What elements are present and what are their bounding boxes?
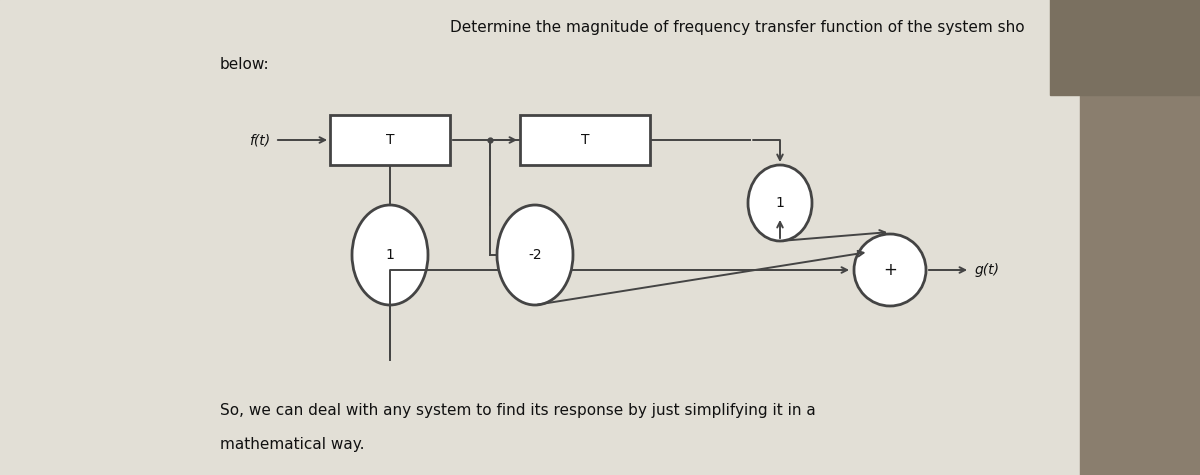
Bar [1080,0,1200,475]
Text: 1: 1 [385,248,395,262]
Text: So, we can deal with any system to find its response by just simplifying it in a: So, we can deal with any system to find … [220,403,816,418]
Ellipse shape [352,205,428,305]
Ellipse shape [854,234,926,306]
Bar [1050,0,1200,95]
Text: f(t): f(t) [248,133,270,147]
Bar [330,115,450,165]
Text: g(t): g(t) [974,263,1000,277]
Text: below:: below: [220,57,270,72]
Ellipse shape [748,165,812,241]
Ellipse shape [497,205,574,305]
Bar [520,115,650,165]
Text: T: T [581,133,589,147]
Text: +: + [883,261,896,279]
Text: -2: -2 [528,248,542,262]
Text: 1: 1 [775,196,785,210]
Text: Determine the magnitude of frequency transfer function of the system sho: Determine the magnitude of frequency tra… [450,20,1025,35]
Text: mathematical way.: mathematical way. [220,437,365,452]
Text: T: T [385,133,395,147]
